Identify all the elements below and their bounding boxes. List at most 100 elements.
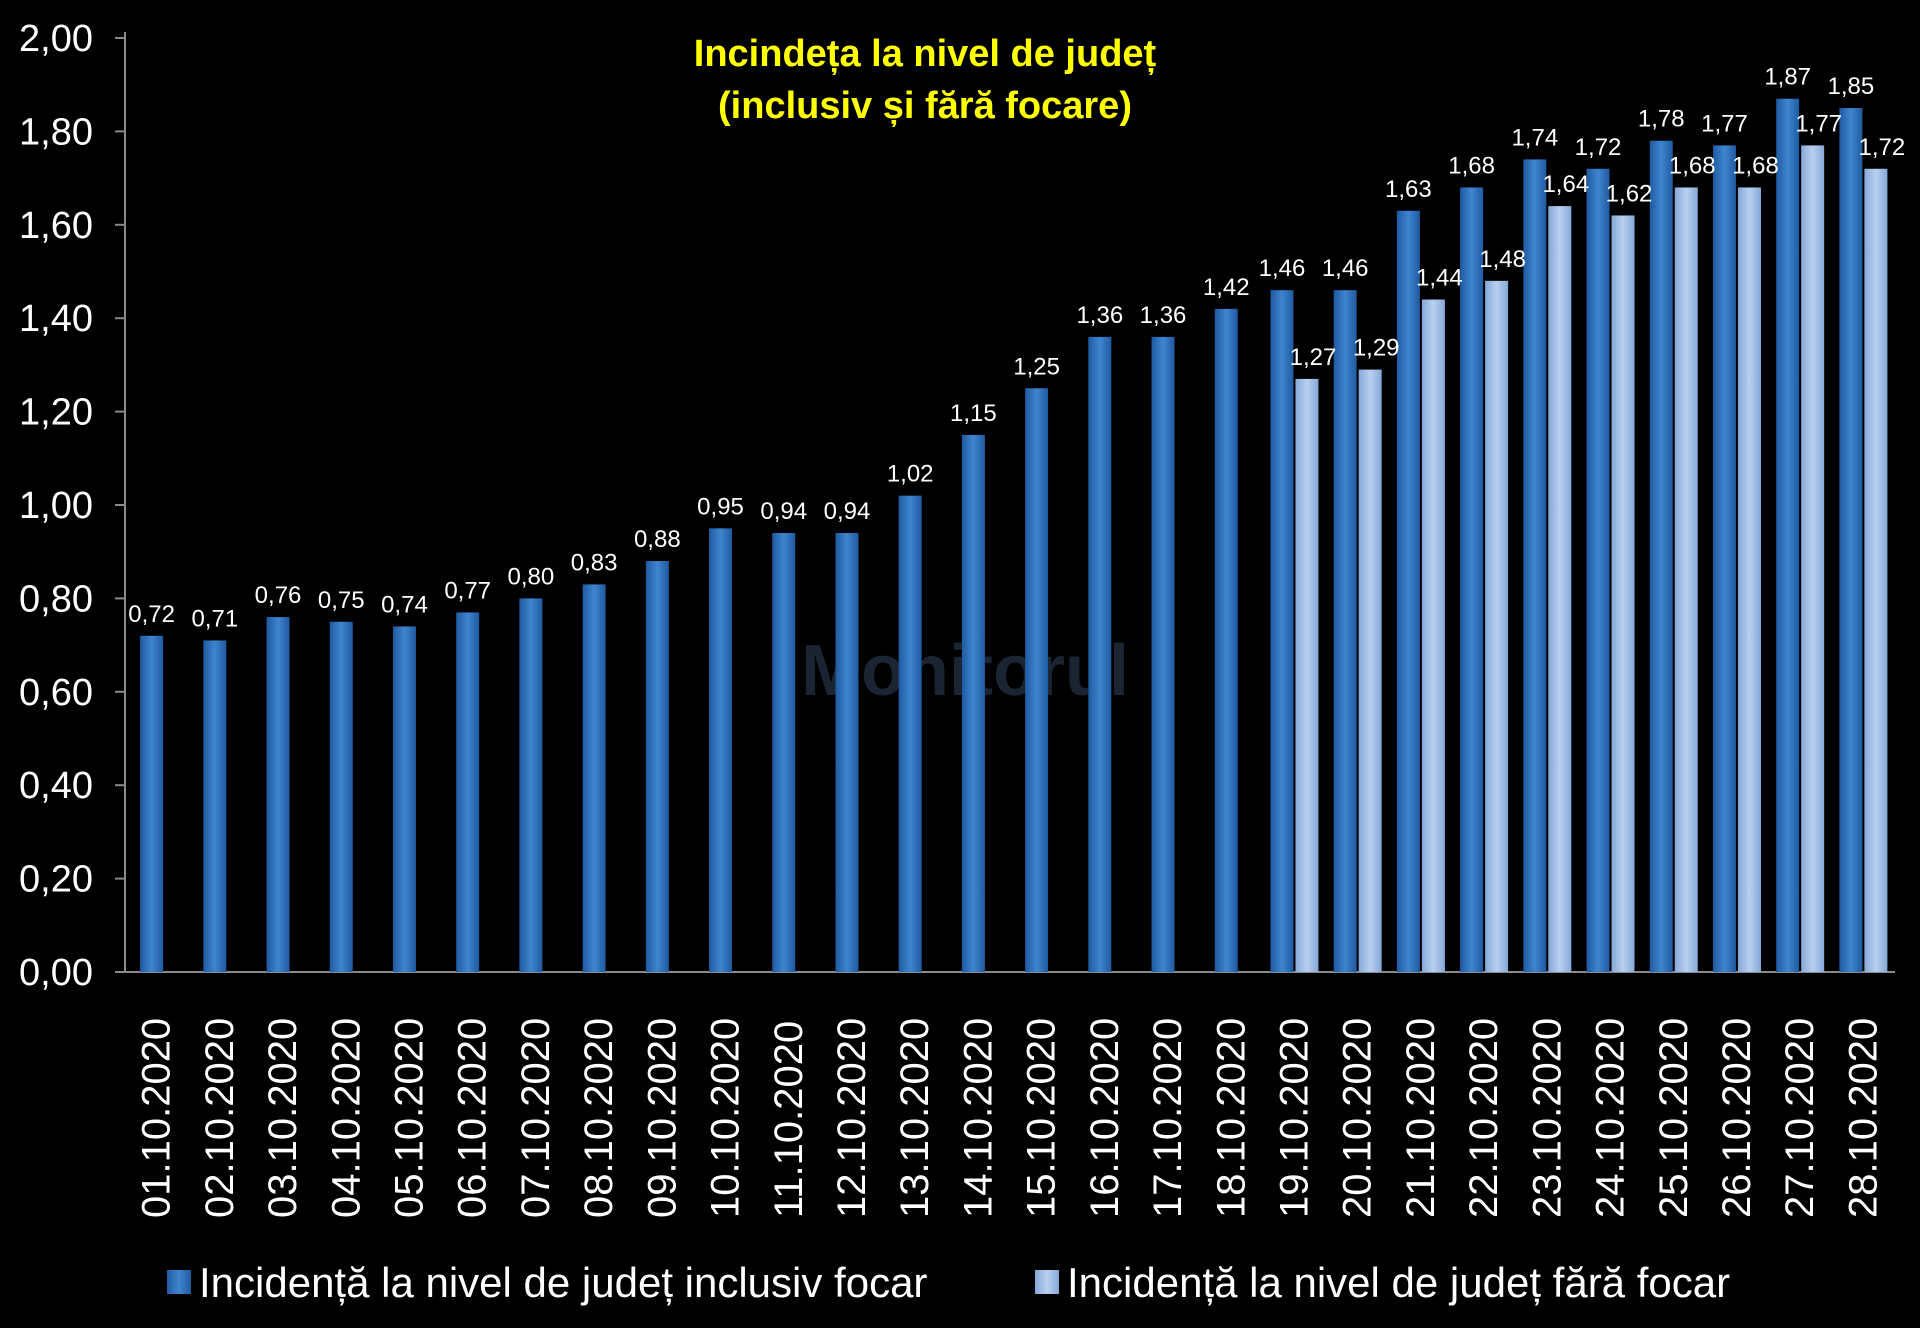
bar-fara-focar — [1295, 378, 1319, 972]
x-category-label: 22.10.2020 — [1462, 1018, 1506, 1218]
data-label-inclusiv-focar: 0,94 — [760, 498, 807, 525]
bar-inclusiv-focar — [645, 561, 669, 972]
x-category-label: 21.10.2020 — [1399, 1018, 1443, 1218]
x-category-label: 08.10.2020 — [577, 1018, 621, 1218]
bar-inclusiv-focar — [1396, 210, 1420, 973]
bar-inclusiv-focar — [1214, 308, 1238, 972]
legend-swatch — [167, 1270, 191, 1294]
bar-inclusiv-focar — [1839, 108, 1863, 973]
data-label-inclusiv-focar: 1,42 — [1203, 274, 1250, 301]
data-label-inclusiv-focar: 0,95 — [697, 493, 744, 520]
legend-label: Incidență la nivel de județ inclusiv foc… — [199, 1259, 927, 1306]
bar-inclusiv-focar — [961, 434, 985, 972]
data-label-fara-focar: 1,48 — [1479, 246, 1526, 273]
y-tick-label: 1,80 — [19, 111, 93, 153]
x-category-label: 27.10.2020 — [1778, 1018, 1822, 1218]
bar-inclusiv-focar — [329, 621, 353, 972]
y-tick-label: 1,20 — [19, 392, 93, 434]
x-category-label: 28.10.2020 — [1841, 1018, 1885, 1218]
bar-inclusiv-focar — [392, 626, 416, 972]
x-category-label: 03.10.2020 — [261, 1018, 305, 1218]
data-label-inclusiv-focar: 1,46 — [1259, 255, 1306, 282]
bar-inclusiv-focar — [1649, 140, 1673, 973]
y-tick-label: 2,00 — [19, 18, 93, 60]
y-tick-label: 0,60 — [19, 672, 93, 714]
bar-fara-focar — [1485, 280, 1509, 973]
data-label-inclusiv-focar: 1,72 — [1575, 134, 1622, 161]
bar-inclusiv-focar — [835, 533, 859, 972]
bar-inclusiv-focar — [1776, 98, 1800, 972]
data-label-inclusiv-focar: 0,80 — [508, 563, 555, 590]
chart-title-line: Incindeța la nivel de județ — [694, 33, 1157, 75]
bar-fara-focar — [1611, 215, 1635, 972]
bar-fara-focar — [1548, 206, 1572, 972]
data-label-inclusiv-focar: 1,74 — [1511, 124, 1558, 151]
x-category-label: 06.10.2020 — [451, 1018, 495, 1218]
legend-swatch — [1035, 1270, 1059, 1294]
x-category-label: 26.10.2020 — [1715, 1018, 1759, 1218]
data-label-fara-focar: 1,68 — [1732, 152, 1779, 179]
y-tick-label: 1,00 — [19, 485, 93, 527]
bar-inclusiv-focar — [266, 617, 290, 972]
x-category-label: 10.10.2020 — [704, 1018, 748, 1218]
y-tick-label: 1,60 — [19, 205, 93, 247]
bar-inclusiv-focar — [709, 528, 733, 972]
bar-inclusiv-focar — [1712, 145, 1736, 972]
bar-inclusiv-focar — [519, 598, 543, 972]
bar-inclusiv-focar — [582, 584, 606, 972]
data-label-fara-focar: 1,62 — [1606, 180, 1653, 207]
bar-fara-focar — [1801, 145, 1825, 972]
chart-title-line: (inclusiv și fără focare) — [718, 85, 1132, 127]
y-tick-label: 0,80 — [19, 578, 93, 620]
data-label-inclusiv-focar: 0,76 — [255, 582, 302, 609]
data-label-inclusiv-focar: 0,74 — [381, 591, 428, 618]
x-category-label: 02.10.2020 — [198, 1018, 242, 1218]
x-category-label: 07.10.2020 — [514, 1018, 558, 1218]
bar-fara-focar — [1358, 369, 1382, 972]
bar-fara-focar — [1864, 168, 1888, 972]
bar-inclusiv-focar — [1025, 388, 1049, 972]
data-label-inclusiv-focar: 0,83 — [571, 549, 618, 576]
bar-inclusiv-focar — [456, 612, 480, 972]
data-label-inclusiv-focar: 0,88 — [634, 526, 681, 553]
bar-inclusiv-focar — [203, 640, 227, 972]
bar-inclusiv-focar — [1460, 187, 1484, 972]
data-label-fara-focar: 1,27 — [1290, 344, 1337, 371]
y-tick-label: 1,40 — [19, 298, 93, 340]
data-label-inclusiv-focar: 1,15 — [950, 400, 997, 427]
x-category-label: 16.10.2020 — [1083, 1018, 1127, 1218]
x-category-label: 15.10.2020 — [1020, 1018, 1064, 1218]
x-category-label: 04.10.2020 — [324, 1018, 368, 1218]
data-label-inclusiv-focar: 1,77 — [1701, 110, 1748, 137]
y-tick-label: 0,20 — [19, 859, 93, 901]
x-category-label: 20.10.2020 — [1336, 1018, 1380, 1218]
data-label-fara-focar: 1,29 — [1353, 335, 1400, 362]
data-label-fara-focar: 1,44 — [1416, 265, 1463, 292]
data-label-inclusiv-focar: 1,36 — [1076, 302, 1123, 329]
bar-inclusiv-focar — [898, 495, 922, 972]
x-category-label: 25.10.2020 — [1652, 1018, 1696, 1218]
bar-fara-focar — [1737, 187, 1761, 972]
bar-fara-focar — [1674, 187, 1698, 972]
data-label-fara-focar: 1,64 — [1542, 171, 1589, 198]
bar-inclusiv-focar — [1523, 159, 1547, 973]
data-label-inclusiv-focar: 0,77 — [444, 577, 491, 604]
x-category-label: 13.10.2020 — [893, 1018, 937, 1218]
y-tick-label: 0,00 — [19, 952, 93, 994]
bar-inclusiv-focar — [1151, 336, 1175, 972]
data-label-inclusiv-focar: 1,25 — [1013, 353, 1060, 380]
bar-inclusiv-focar — [1586, 168, 1610, 972]
x-category-label: 17.10.2020 — [1146, 1018, 1190, 1218]
x-category-label: 09.10.2020 — [640, 1018, 684, 1218]
data-label-inclusiv-focar: 1,36 — [1140, 302, 1187, 329]
bar-inclusiv-focar — [772, 533, 796, 972]
data-label-fara-focar: 1,72 — [1859, 134, 1906, 161]
data-label-fara-focar: 1,77 — [1795, 110, 1842, 137]
y-tick-label: 0,40 — [19, 765, 93, 807]
legend-label: Incidență la nivel de județ fără focar — [1067, 1259, 1730, 1306]
bar-inclusiv-focar — [1270, 290, 1294, 972]
x-category-label: 14.10.2020 — [956, 1018, 1000, 1218]
x-category-label: 24.10.2020 — [1589, 1018, 1633, 1218]
x-category-label: 11.10.2020 — [767, 1021, 811, 1218]
